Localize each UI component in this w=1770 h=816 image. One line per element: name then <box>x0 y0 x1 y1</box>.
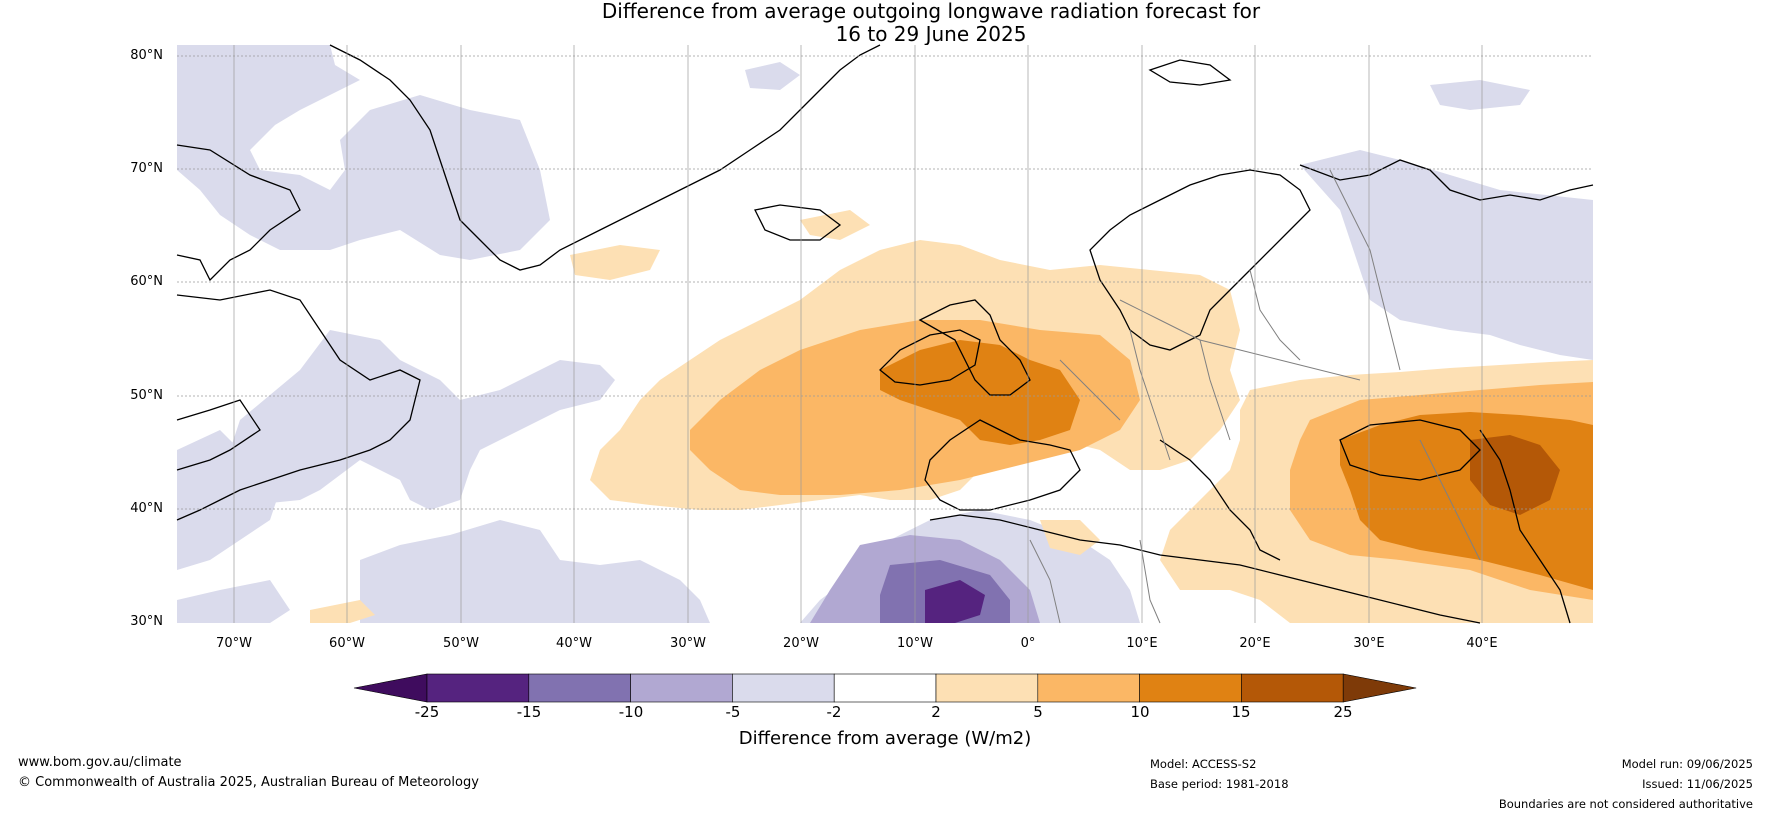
coastlines <box>176 44 1594 624</box>
colorbar-swatch <box>1241 673 1344 703</box>
graticule <box>177 45 1593 623</box>
colorbar-extend-high <box>1342 673 1417 703</box>
lat-label: 40°N <box>130 501 163 516</box>
title-line-1: Difference from average outgoing longwav… <box>601 0 1261 23</box>
lat-label: 70°N <box>130 161 163 176</box>
lat-label: 50°N <box>130 388 163 403</box>
colorbar-swatch <box>426 673 530 703</box>
colorbar-tick: 2 <box>931 703 941 721</box>
colorbar-swatch <box>1139 673 1242 703</box>
colorbar-swatch <box>630 673 733 703</box>
map-panel <box>176 44 1594 624</box>
colorbar-tick: -15 <box>516 703 542 721</box>
lon-label: 60°W <box>329 636 365 651</box>
lon-label: 40°E <box>1466 636 1498 651</box>
colorbar-swatch <box>833 673 937 703</box>
colorbar-tick: 5 <box>1033 703 1043 721</box>
footer-url: www.bom.gov.au/climate <box>18 755 182 770</box>
lon-label: 30°W <box>670 636 706 651</box>
footer-base-period: Base period: 1981-2018 <box>1150 777 1289 791</box>
colorbar-tick: 10 <box>1130 703 1150 721</box>
colorbar-tick: -2 <box>826 703 842 721</box>
lon-label: 20°W <box>783 636 819 651</box>
lat-label: 30°N <box>130 614 163 629</box>
title-line-2: 16 to 29 June 2025 <box>835 22 1027 46</box>
colorbar-tick: 15 <box>1231 703 1251 721</box>
lon-label: 10°W <box>897 636 933 651</box>
map-title: Difference from average outgoing longwav… <box>0 0 1770 46</box>
lon-label: 20°E <box>1239 636 1271 651</box>
colorbar-tick: -10 <box>618 703 644 721</box>
colorbar-swatch <box>935 673 1039 703</box>
colorbar-swatch <box>1037 673 1140 703</box>
colorbar-tick: -5 <box>725 703 741 721</box>
colorbar-title: Difference from average (W/m2) <box>738 728 1032 749</box>
lat-label: 60°N <box>130 274 163 289</box>
footer-disclaimer: Boundaries are not considered authoritat… <box>1498 797 1753 811</box>
lon-label: 50°W <box>443 636 479 651</box>
footer-model-run: Model run: 09/06/2025 <box>1621 757 1753 771</box>
colorbar-tick: -25 <box>414 703 440 721</box>
country-borders <box>1029 169 1481 624</box>
lon-label: 0° <box>1020 636 1036 651</box>
strong-negative-regions <box>810 535 1040 623</box>
footer-copyright: © Commonwealth of Australia 2025, Austra… <box>18 775 479 790</box>
lon-label: 70°W <box>216 636 252 651</box>
colorbar <box>353 673 1417 703</box>
colorbar-swatch <box>528 673 631 703</box>
lon-label: 40°W <box>556 636 592 651</box>
lon-label: 30°E <box>1353 636 1385 651</box>
footer-issued: Issued: 11/06/2025 <box>1642 777 1753 791</box>
colorbar-extend-low <box>353 673 428 703</box>
colorbar-swatch <box>732 673 835 703</box>
colorbar-tick: 25 <box>1333 703 1353 721</box>
lat-label: 80°N <box>130 48 163 63</box>
footer-model: Model: ACCESS-S2 <box>1150 757 1257 771</box>
lon-label: 10°E <box>1126 636 1158 651</box>
